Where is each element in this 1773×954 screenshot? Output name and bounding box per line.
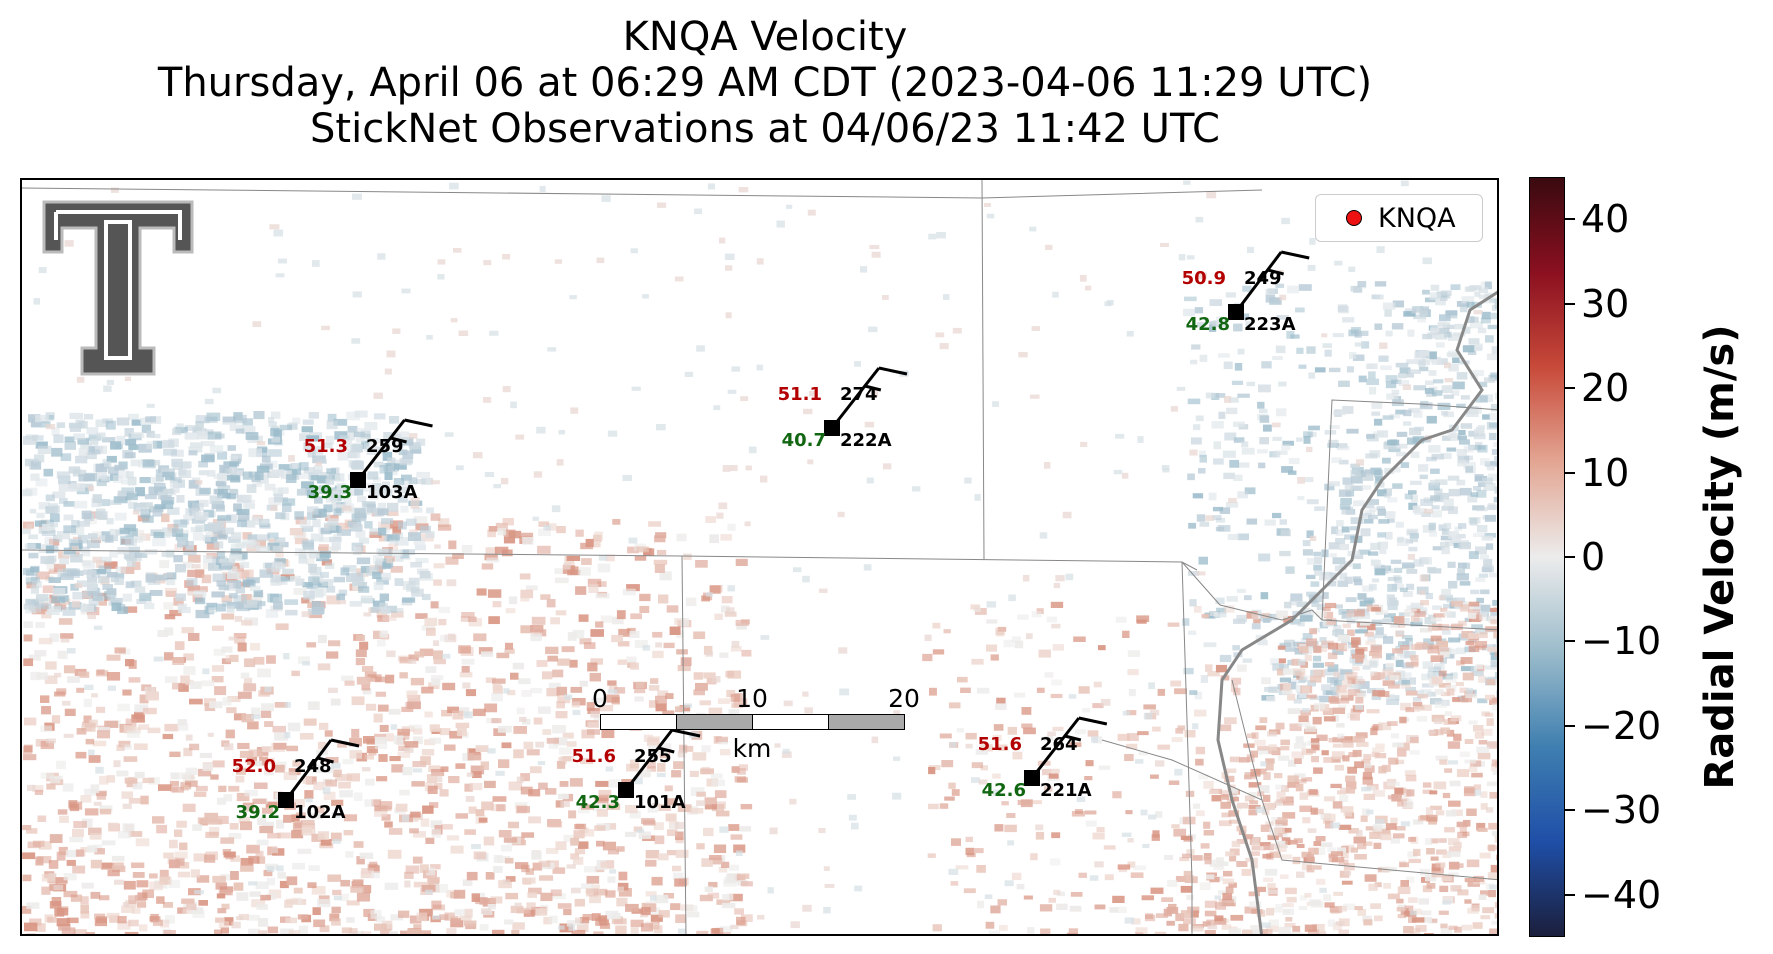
wind-barb-flag <box>1078 716 1108 726</box>
map-legend: KNQA <box>1315 194 1483 242</box>
state-boundary <box>1216 290 1497 934</box>
wind-barb-flag <box>1280 250 1310 260</box>
wind-barb-icon <box>284 738 360 801</box>
colorbar-tick-mark <box>1565 724 1575 727</box>
title-line-1: KNQA Velocity <box>622 14 908 60</box>
wind-barb-staff <box>284 739 333 801</box>
station-dir-label: 264 <box>1040 734 1078 755</box>
title-line-3: StickNet Observations at 04/06/23 11:42 … <box>310 106 1220 152</box>
station-marker-icon <box>350 472 366 488</box>
colorbar-tick-mark <box>1565 471 1575 474</box>
wind-barb-half-flag <box>657 746 675 754</box>
colorbar-tick-label: 40 <box>1581 197 1630 242</box>
scale-bar: 0 10 20 km <box>592 684 920 763</box>
wind-barb-half-flag <box>317 756 334 764</box>
colorbar-tick-mark <box>1565 387 1575 390</box>
colorbar-tick-label: −40 <box>1581 872 1662 917</box>
colorbar-tick-label: −10 <box>1581 619 1662 664</box>
station-temp-label: 51.3 <box>303 436 348 457</box>
station-temp-label: 51.6 <box>977 734 1022 755</box>
colorbar-tick-mark <box>1565 556 1575 558</box>
wind-barb-icon <box>624 728 701 791</box>
wind-barb-staff <box>1030 717 1081 779</box>
radar-velocity-field <box>22 180 1497 934</box>
wind-barb-half-flag <box>1267 268 1285 276</box>
radar-site-marker-icon <box>1346 210 1362 226</box>
colorbar-tick-label: 30 <box>1581 281 1630 326</box>
station-id-label: 223A <box>1244 314 1296 335</box>
colorbar-label: Radial Velocity (m/s) <box>1697 324 1743 790</box>
colorbar-tick-label: −30 <box>1581 788 1662 833</box>
texas-tech-logo-icon <box>42 200 194 376</box>
station-id-label: 222A <box>840 430 892 451</box>
station-marker-icon <box>824 420 840 436</box>
station-dew-label: 42.3 <box>575 792 620 813</box>
wind-barb-staff <box>624 729 674 791</box>
station-dew-label: 42.8 <box>1185 314 1230 335</box>
station-dir-label: 249 <box>1244 268 1282 289</box>
station-id-label: 103A <box>366 482 418 503</box>
station-marker-icon <box>618 782 634 798</box>
wind-barb-staff <box>1234 251 1283 313</box>
wind-barb-icon <box>356 418 433 481</box>
wind-barb-half-flag <box>864 384 882 392</box>
station-id-label: 102A <box>294 802 346 823</box>
scale-segment <box>828 714 905 730</box>
colorbar-tick-label: −20 <box>1581 703 1662 748</box>
station-dir-label: 255 <box>634 746 672 767</box>
station-dew-label: 42.6 <box>981 780 1026 801</box>
station-temp-label: 52.0 <box>231 756 276 777</box>
colorbar-tick-label: 0 <box>1581 535 1606 579</box>
station-dir-label: 274 <box>840 384 878 405</box>
station-marker-icon <box>1228 304 1244 320</box>
wind-barb-half-flag <box>390 436 407 444</box>
colorbar-tick-mark <box>1565 218 1575 221</box>
colorbar-tick-mark <box>1565 893 1575 896</box>
station-dir-label: 259 <box>366 436 404 457</box>
radar-map: KNQA <box>20 178 1499 936</box>
wind-barb-flag <box>404 418 433 428</box>
station-marker-icon <box>1024 770 1040 786</box>
colorbar-tick-mark <box>1565 640 1575 643</box>
colorbar-tick-label: 10 <box>1581 450 1630 495</box>
wind-barb-flag <box>330 738 360 748</box>
scale-segment <box>752 714 829 730</box>
colorbar-tick-mark <box>1565 809 1575 812</box>
scale-tick-20: 20 <box>888 684 920 713</box>
station-temp-label: 50.9 <box>1181 268 1226 289</box>
scale-tick-10: 10 <box>736 684 768 713</box>
scale-segment <box>676 714 753 730</box>
station-marker-icon <box>278 792 294 808</box>
wind-barb-staff <box>830 367 881 429</box>
colorbar <box>1529 177 1565 937</box>
colorbar-tick-label: 20 <box>1581 366 1630 411</box>
wind-barb-icon <box>1234 250 1310 313</box>
wind-barb-half-flag <box>1064 734 1082 742</box>
station-id-label: 221A <box>1040 780 1092 801</box>
wind-barb-icon <box>830 366 908 429</box>
wind-barb-icon <box>1030 716 1108 779</box>
station-id-label: 101A <box>634 792 686 813</box>
station-temp-label: 51.6 <box>571 746 616 767</box>
station-dir-label: 248 <box>294 756 332 777</box>
velocity-pixels <box>22 180 1497 934</box>
scale-tick-0: 0 <box>592 684 608 713</box>
station-temp-label: 51.1 <box>777 384 822 405</box>
legend-label: KNQA <box>1378 202 1456 234</box>
scale-unit: km <box>732 734 772 763</box>
wind-barb-flag <box>878 366 908 376</box>
station-dew-label: 39.2 <box>235 802 280 823</box>
station-dew-label: 40.7 <box>781 430 826 451</box>
wind-barb-staff <box>356 419 406 481</box>
scale-segment <box>600 714 677 730</box>
station-dew-label: 39.3 <box>307 482 352 503</box>
wind-barb-flag <box>671 728 701 738</box>
title-line-2: Thursday, April 06 at 06:29 AM CDT (2023… <box>157 60 1373 106</box>
colorbar-tick-mark <box>1565 302 1575 305</box>
